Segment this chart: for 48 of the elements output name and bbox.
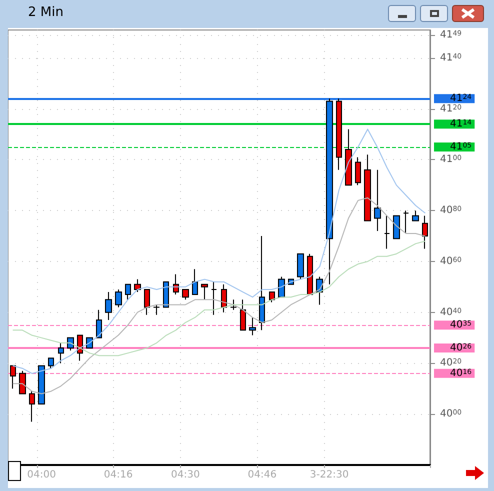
candlestick (125, 284, 131, 300)
candlestick (144, 288, 150, 316)
candlestick (201, 284, 208, 300)
candlestick (307, 253, 313, 296)
candlestick (240, 299, 246, 331)
line-series (12, 128, 426, 374)
candlestick (269, 292, 275, 303)
candlestick (249, 316, 256, 336)
candlestick (10, 365, 16, 390)
candlestick (48, 358, 54, 369)
x-tick-label: 04:16 (104, 470, 133, 480)
candlestick (422, 215, 428, 250)
x-tick-label: 04:46 (248, 470, 277, 480)
candlestick (38, 365, 45, 404)
candlestick (19, 370, 26, 394)
candlestick (192, 268, 198, 296)
candlestick (345, 128, 352, 186)
candlestick (384, 215, 390, 250)
candlestick (58, 342, 64, 364)
x-tick-label: 04:00 (27, 470, 56, 480)
candlestick (221, 284, 227, 313)
candlestick (412, 210, 419, 222)
candlestick (230, 299, 237, 310)
candlestick (182, 288, 189, 300)
candlestick (211, 281, 217, 316)
candlestick (278, 276, 285, 298)
candlestick (336, 98, 342, 170)
candlestick (393, 215, 400, 240)
candlestick (259, 236, 265, 331)
candlestick (67, 337, 74, 352)
candlestick (105, 292, 112, 320)
line-series (12, 240, 426, 356)
candlestick (29, 390, 35, 422)
x-tick-label: 3-22:30 (310, 470, 349, 480)
candlestick (163, 281, 169, 308)
chart-title: 2 Min (28, 5, 64, 20)
candlestick (115, 288, 122, 308)
candlestick (326, 98, 333, 285)
candlestick (134, 278, 141, 293)
x-tick-label: 04:30 (171, 470, 200, 480)
candlestick (153, 304, 160, 316)
candlestick (355, 156, 361, 186)
candlestick (364, 154, 371, 222)
candlestick (297, 253, 304, 280)
candlestick (96, 309, 102, 338)
candlestick (403, 210, 409, 234)
line-series (12, 197, 426, 394)
candlestick (374, 169, 381, 232)
